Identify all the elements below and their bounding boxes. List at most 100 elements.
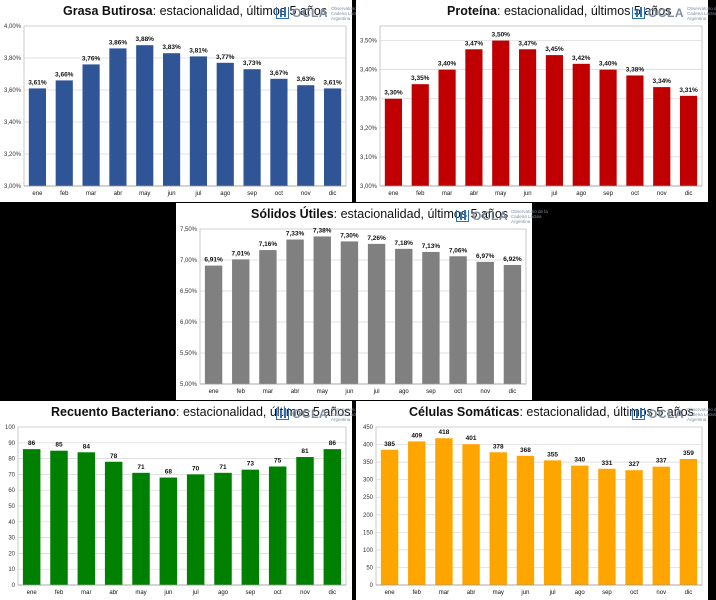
y-tick-label: 60 [8, 488, 15, 494]
x-tick-label: sep [426, 389, 436, 395]
data-label: 409 [411, 432, 422, 439]
bar [216, 62, 234, 186]
data-label: 73 [247, 461, 255, 468]
data-label: 7,13% [422, 243, 441, 250]
ocla-logo-sub: Observatorio de la Cadena Láctea Argenti… [331, 5, 368, 21]
bar [380, 449, 399, 585]
bar [679, 95, 698, 186]
y-tick-label: 7,00% [180, 258, 198, 264]
y-tick-label: 3,20% [360, 126, 378, 132]
x-tick-label: ago [576, 191, 587, 197]
y-tick-label: 100 [5, 425, 16, 431]
bar [132, 472, 150, 585]
x-tick-label: mar [439, 590, 449, 596]
chart-title: Células Somáticas: estacionalidad, últim… [409, 405, 694, 419]
chart-title-bold: Grasa Butirosa [63, 4, 153, 18]
data-label: 340 [574, 457, 585, 464]
x-tick-label: oct [454, 389, 462, 395]
ocla-logo: OCLA Observatorio de la Cadena Láctea Ar… [632, 4, 716, 22]
data-label: 7,06% [449, 247, 468, 254]
data-label: 3,34% [653, 78, 672, 85]
x-tick-label: jun [344, 389, 353, 395]
data-label: 3,73% [243, 60, 262, 67]
x-tick-label: oct [275, 191, 283, 197]
bar [367, 243, 386, 384]
data-label: 86 [28, 440, 36, 447]
bar [571, 465, 589, 585]
bar [214, 472, 232, 585]
y-tick-label: 6,00% [180, 320, 198, 326]
data-label: 337 [656, 458, 667, 465]
x-tick-label: dic [329, 191, 337, 197]
data-label: 6,91% [204, 257, 223, 264]
chart-title: Grasa Butirosa: estacionalidad, últimos … [63, 4, 327, 18]
bar [625, 470, 643, 585]
y-tick-label: 400 [363, 443, 374, 449]
x-tick-label: sep [247, 191, 257, 197]
data-label: 359 [683, 450, 694, 457]
chart-title: Recuento Bacteriano: estacionalidad, últ… [51, 405, 350, 419]
data-label: 3,38% [626, 66, 645, 73]
x-tick-label: ene [32, 191, 43, 197]
x-tick-label: nov [657, 191, 667, 197]
y-tick-label: 200 [363, 513, 374, 519]
bar [82, 64, 100, 186]
bar-chart-solidos: 5,00% 5,50% 6,00% 6,50% 7,00% 7,50% 6,91% ene 7,… [180, 227, 527, 395]
data-label: 3,83% [162, 44, 181, 51]
bar [435, 438, 453, 585]
bar [476, 261, 494, 384]
bar [503, 264, 522, 384]
x-tick-label: abr [109, 590, 118, 596]
ocla-logo-sub: Observatorio de la Cadena Láctea Argenti… [687, 5, 716, 21]
bar [55, 80, 73, 186]
x-tick-label: may [317, 389, 328, 395]
y-tick-label: 30 [8, 536, 15, 542]
chart-title-bold: Proteína [447, 4, 498, 18]
y-tick-label: 3,00% [360, 184, 378, 190]
x-tick-label: nov [301, 191, 311, 197]
bar [545, 55, 564, 186]
x-tick-label: ago [399, 389, 410, 395]
bar [297, 85, 315, 186]
bar [259, 250, 277, 384]
data-label: 378 [493, 443, 504, 450]
data-label: 3,47% [465, 40, 484, 47]
x-tick-label: oct [274, 590, 282, 596]
x-tick-label: abr [114, 191, 123, 197]
x-tick-label: feb [413, 590, 422, 596]
bar [598, 468, 616, 585]
bar [22, 449, 41, 585]
x-tick-label: jul [550, 191, 557, 197]
data-label: 355 [547, 451, 558, 458]
bar [28, 88, 47, 186]
ocla-logo: OCLA Observatorio de la Cadena Láctea Ar… [276, 405, 371, 423]
data-label: 7,38% [313, 227, 332, 234]
chart-panel-proteina: Proteína: estacionalidad, últimos 5 años… [356, 0, 716, 202]
data-label: 71 [219, 464, 227, 471]
data-label: 3,66% [55, 71, 74, 78]
data-label: 78 [110, 453, 118, 460]
bar [159, 477, 178, 585]
x-tick-label: jul [192, 590, 199, 596]
data-label: 3,40% [438, 61, 457, 68]
data-label: 68 [165, 469, 173, 476]
data-label: 7,30% [340, 232, 359, 239]
bar-chart-bacteriano: 0 10 20 30 40 50 60 70 80 90 100 86 ene 85 feb 84 mar 78 a… [5, 425, 347, 596]
ocla-logo-sub: Observatorio de la Cadena Láctea Argenti… [331, 406, 368, 422]
bar [492, 40, 510, 186]
x-tick-label: sep [603, 191, 613, 197]
ocla-logo-icon [456, 210, 469, 222]
data-label: 3,35% [411, 75, 430, 82]
ocla-logo-icon [632, 408, 645, 420]
y-tick-label: 350 [363, 460, 374, 466]
bar [204, 265, 223, 384]
data-label: 3,63% [297, 76, 316, 83]
bar [109, 48, 127, 187]
data-label: 418 [438, 429, 449, 436]
data-label: 3,76% [82, 55, 101, 62]
x-tick-label: may [135, 590, 146, 596]
data-label: 368 [520, 447, 531, 454]
bar [449, 256, 467, 384]
bar [313, 236, 331, 384]
data-label: 3,31% [679, 87, 698, 94]
